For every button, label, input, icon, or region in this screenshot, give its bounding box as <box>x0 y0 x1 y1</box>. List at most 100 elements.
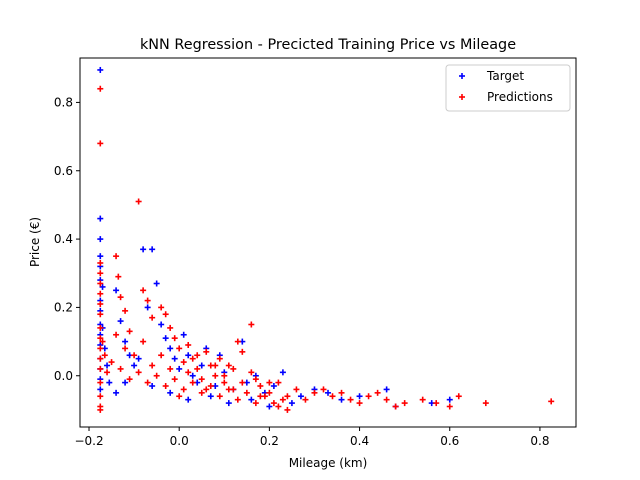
data-point <box>135 355 142 362</box>
plot-area <box>79 57 577 428</box>
data-point <box>180 386 187 393</box>
y-tick-label: 0.6 <box>54 164 73 178</box>
data-point <box>149 314 156 321</box>
series-1 <box>97 85 555 413</box>
x-tick-label: 0.6 <box>440 434 459 448</box>
data-point <box>101 352 108 359</box>
data-point <box>140 246 147 253</box>
data-point <box>356 400 363 407</box>
data-point <box>257 393 264 400</box>
data-point <box>252 400 259 407</box>
data-point <box>216 393 223 400</box>
data-point <box>171 355 178 362</box>
data-point <box>167 389 174 396</box>
data-point <box>162 383 169 389</box>
data-point <box>153 280 160 287</box>
data-point <box>419 396 426 403</box>
data-point <box>325 389 331 396</box>
data-point <box>198 362 205 369</box>
data-point <box>225 400 232 407</box>
data-point <box>131 352 138 359</box>
data-point <box>97 290 104 297</box>
data-point <box>122 338 129 345</box>
data-point <box>144 297 151 304</box>
data-point <box>97 260 104 266</box>
data-point <box>117 294 124 301</box>
data-point <box>225 386 232 393</box>
legend-marker <box>459 94 465 100</box>
data-point <box>266 379 273 386</box>
data-point <box>97 66 104 73</box>
data-point <box>97 215 104 222</box>
data-point <box>167 324 174 331</box>
data-point <box>180 331 187 338</box>
data-point <box>122 307 129 314</box>
data-point <box>171 376 178 383</box>
data-point <box>158 304 165 311</box>
data-point <box>383 386 390 393</box>
data-point <box>433 400 440 407</box>
data-point <box>149 362 156 369</box>
data-point <box>135 198 142 205</box>
x-tick-label: 0.4 <box>350 434 369 448</box>
data-point <box>176 345 183 352</box>
data-point <box>225 362 232 369</box>
data-point <box>104 362 111 369</box>
data-point <box>97 270 104 277</box>
data-point <box>189 372 196 379</box>
data-point <box>97 335 104 342</box>
data-point <box>113 389 120 396</box>
data-point <box>167 365 174 372</box>
data-point <box>122 379 129 386</box>
data-point <box>144 304 151 311</box>
y-tick-label: 0.4 <box>54 232 73 246</box>
data-point <box>97 324 104 331</box>
data-point <box>212 362 219 369</box>
data-point <box>482 400 489 407</box>
x-axis-label: Mileage (km) <box>289 456 368 470</box>
data-point <box>113 253 120 260</box>
y-tick-label: 0.8 <box>54 95 73 109</box>
data-point <box>97 393 104 400</box>
legend-marker <box>459 73 465 79</box>
data-point <box>374 389 381 396</box>
data-point <box>248 396 255 403</box>
data-point <box>446 403 453 410</box>
data-point <box>338 396 345 403</box>
data-point <box>171 335 178 342</box>
data-point <box>176 393 183 400</box>
data-point <box>248 369 255 376</box>
data-point <box>198 376 205 383</box>
data-point <box>297 393 304 400</box>
x-axis: −0.2 0.0 0.2 0.4 0.6 0.8 <box>74 427 549 448</box>
data-point <box>198 389 205 396</box>
data-point <box>548 398 555 405</box>
data-point <box>97 386 104 393</box>
data-point <box>288 400 295 407</box>
data-point <box>97 236 104 243</box>
data-point <box>189 379 196 386</box>
data-point <box>207 383 214 389</box>
data-point <box>97 311 104 318</box>
data-point <box>99 283 106 290</box>
data-point <box>167 345 174 352</box>
data-point <box>97 85 104 92</box>
data-point <box>162 311 169 318</box>
data-point <box>140 338 147 345</box>
data-point <box>180 359 187 366</box>
data-point <box>284 406 291 413</box>
data-point <box>275 379 282 386</box>
y-tick-label: 0.0 <box>54 369 73 383</box>
data-point <box>194 352 201 359</box>
series-layer <box>97 66 555 413</box>
data-point <box>126 328 133 335</box>
data-point <box>221 379 228 386</box>
data-point <box>212 372 219 379</box>
data-point <box>243 389 250 396</box>
data-point <box>194 365 201 372</box>
data-point <box>108 359 115 366</box>
data-point <box>97 140 104 147</box>
data-point <box>115 273 122 280</box>
data-point <box>284 393 291 400</box>
